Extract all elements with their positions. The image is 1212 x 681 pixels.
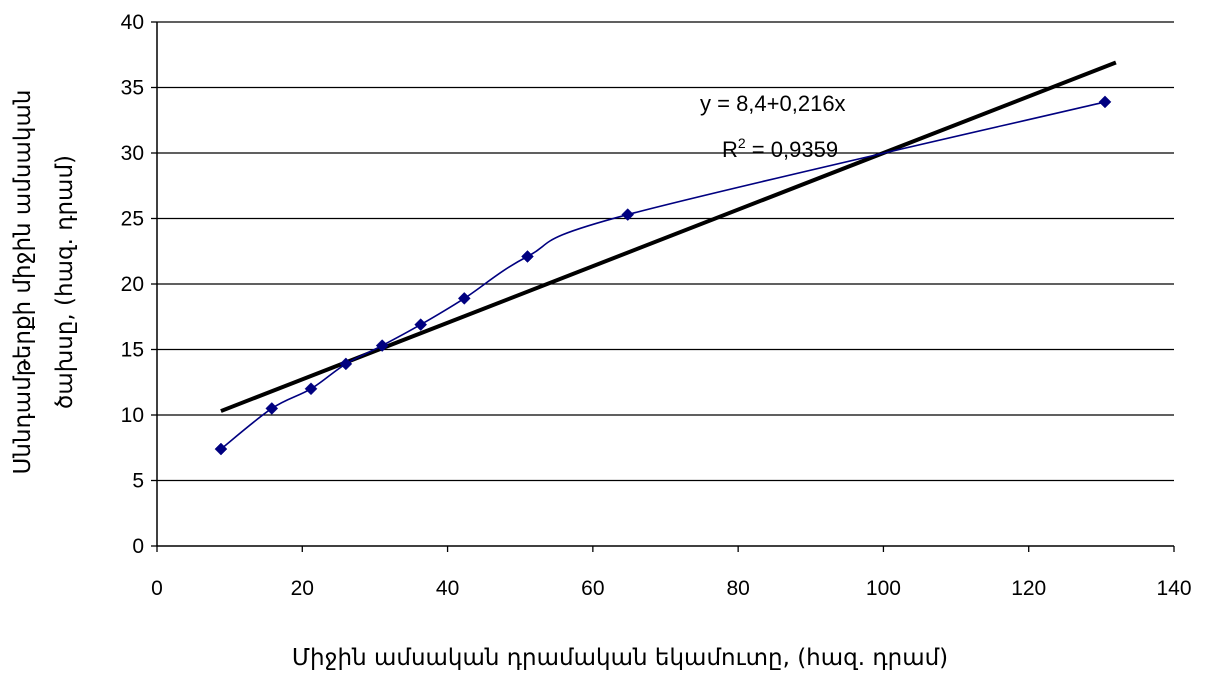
series-0-line <box>220 101 1106 450</box>
data-point-2 <box>304 382 318 396</box>
r-squared-value: = 0,9359 <box>746 137 838 162</box>
x-tick-label-120: 120 <box>1011 577 1046 600</box>
data-point-4 <box>375 339 389 352</box>
x-tick-label-60: 60 <box>581 577 604 600</box>
y-tick-label-0: 0 <box>132 535 144 558</box>
r-squared-label: R2 = 0,9359 <box>722 135 838 162</box>
data-point-7 <box>521 250 534 263</box>
x-tick-label-40: 40 <box>436 577 459 600</box>
r-squared-symbol: R <box>722 137 738 162</box>
x-tick-label-0: 0 <box>151 577 163 600</box>
data-point-9 <box>1098 95 1112 109</box>
x-axis-title: Միջին ամսական դրամական եկամուտը, (հազ. դ… <box>292 645 948 671</box>
y-tick-label-20: 20 <box>121 273 144 296</box>
data-point-1 <box>265 402 279 415</box>
y-tick-label-10: 10 <box>121 404 144 427</box>
y-tick-labels: 0 5 10 15 20 25 30 35 40 <box>121 11 144 558</box>
x-tick-label-140: 140 <box>1156 577 1191 600</box>
trendline-line <box>220 60 1117 413</box>
x-tick-labels: 0 20 40 60 80 100 120 140 <box>151 577 1191 600</box>
y-tick-label-40: 40 <box>121 11 144 34</box>
x-tick-label-80: 80 <box>726 577 749 600</box>
data-series <box>214 95 1112 456</box>
x-tick-label-100: 100 <box>866 577 901 600</box>
data-point-0 <box>214 442 228 456</box>
trendline <box>220 60 1117 413</box>
y-axis-title-line1: Սննդամթերքի միջին ամսական <box>10 90 36 475</box>
y-axis-title-line2: ծախսը, (հազ. դրամ) <box>52 155 78 409</box>
y-axis-title-group: Սննդամթերքի միջին ամսական ծախսը, (հազ. դ… <box>10 90 78 475</box>
axes <box>151 21 1175 552</box>
trendline-equation: y = 8,4+0,216x <box>700 91 846 116</box>
y-tick-label-15: 15 <box>121 339 144 362</box>
data-point-8 <box>621 208 635 221</box>
grid-lines <box>157 21 1174 482</box>
y-tick-label-35: 35 <box>121 77 144 100</box>
data-point-6 <box>457 292 471 305</box>
y-tick-label-5: 5 <box>132 470 144 493</box>
y-tick-label-30: 30 <box>121 142 144 165</box>
x-tick-label-20: 20 <box>291 577 314 600</box>
y-tick-label-25: 25 <box>121 208 144 231</box>
data-point-5 <box>414 318 428 331</box>
r-squared-superscript: 2 <box>738 135 746 151</box>
data-point-3 <box>339 357 353 371</box>
